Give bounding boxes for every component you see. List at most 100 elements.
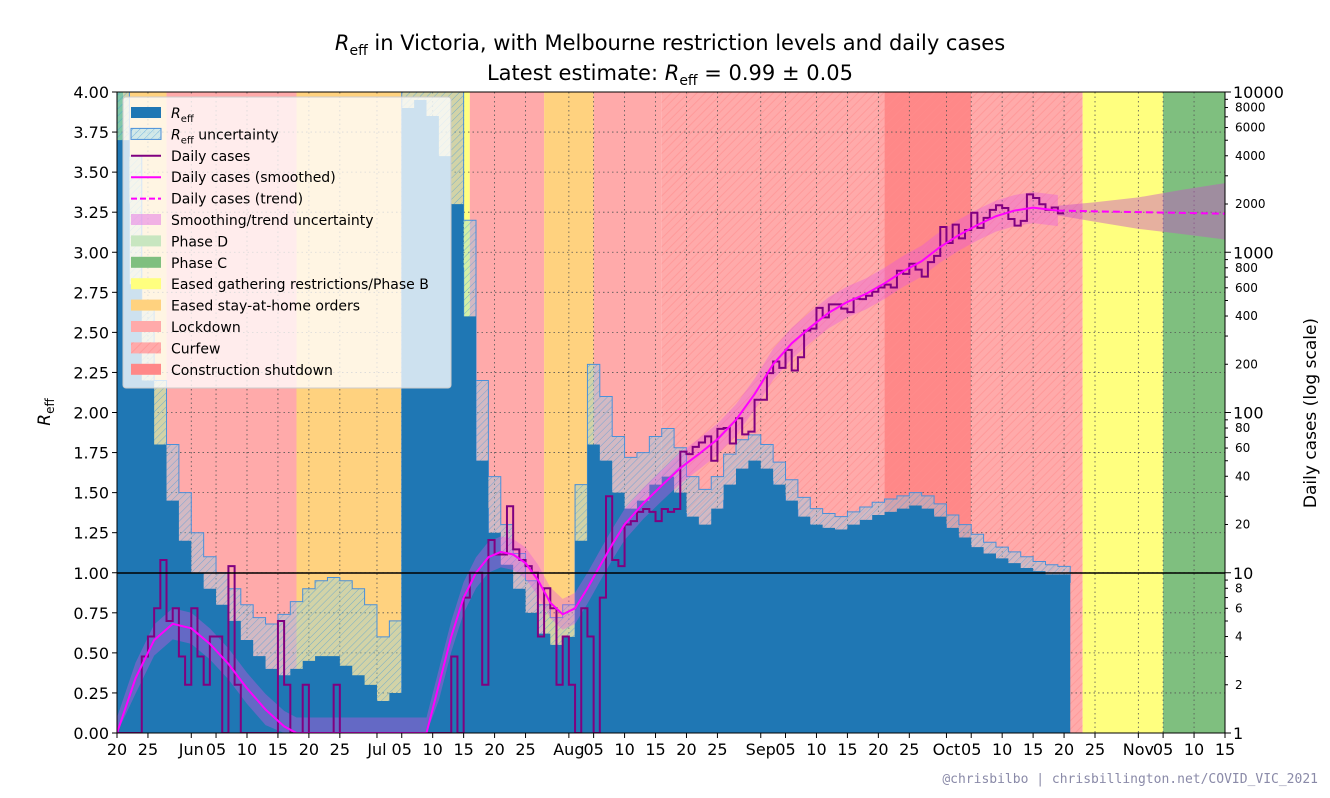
y2-minor-tick-label: 200 <box>1235 357 1258 371</box>
y2-minor-tick-label: 8000 <box>1235 101 1266 115</box>
y-tick-label: 3.00 <box>73 243 109 262</box>
y-tick-label: 0.50 <box>73 644 109 663</box>
legend-label-cases: Daily cases <box>171 149 250 165</box>
y2-minor-tick-label: 6 <box>1235 601 1243 615</box>
x-tick-label: 05 <box>1153 740 1173 759</box>
y2-tick-label: 100 <box>1233 404 1264 423</box>
y2-minor-tick-label: 20 <box>1235 518 1250 532</box>
legend-swatch-phase_d <box>131 235 161 247</box>
legend-swatch-reff-uncertainty <box>130 127 162 140</box>
y2-minor-tick-label: 600 <box>1235 281 1258 295</box>
x-tick-label: 20 <box>484 740 504 759</box>
x-tick-label: 10 <box>806 740 826 759</box>
x-tick-label: Oct <box>933 740 961 759</box>
x-tick-label: 05 <box>206 740 226 759</box>
x-tick-label: Jul <box>366 740 386 759</box>
x-tick-label: 10 <box>614 740 634 759</box>
legend-swatch-reff <box>131 107 161 118</box>
y-axis-label: Reff <box>35 398 57 426</box>
legend-swatch-eased_gathering <box>131 278 161 290</box>
legend-label-trend: Daily cases (trend) <box>171 192 303 208</box>
x-tick-label: 10 <box>992 740 1012 759</box>
legend-label-smoothed: Daily cases (smoothed) <box>171 170 336 186</box>
legend-swatch-smooth-uncertainty <box>131 214 161 225</box>
x-tick-label: 20 <box>676 740 696 759</box>
chart-subtitle: Latest estimate: Reff = 0.99 ± 0.05 <box>487 61 853 89</box>
y2-tick-label: 1000 <box>1233 243 1274 262</box>
x-tick-label: 15 <box>453 740 473 759</box>
x-tick-label: 15 <box>645 740 665 759</box>
x-tick-label: 20 <box>868 740 888 759</box>
y2-minor-tick-label: 2 <box>1235 678 1243 692</box>
x-tick-label: 25 <box>899 740 919 759</box>
legend-swatch-phase_c <box>131 256 161 268</box>
restriction-band-eased_gathering <box>1082 92 1164 733</box>
legend-label-eased_sah: Eased stay-at-home orders <box>171 299 360 315</box>
y2-minor-tick-label: 80 <box>1235 421 1250 435</box>
y2-minor-tick-label: 40 <box>1235 469 1250 483</box>
x-tick-label: 05 <box>961 740 981 759</box>
legend-swatch-curfew-hatch <box>131 342 161 354</box>
y-tick-label: 1.25 <box>73 524 109 543</box>
x-tick-label: 15 <box>1215 740 1235 759</box>
x-tick-label: Nov <box>1123 740 1154 759</box>
x-tick-label: 25 <box>1085 740 1105 759</box>
y-tick-label: 2.25 <box>73 363 109 382</box>
y-tick-label: 1.75 <box>73 444 109 463</box>
legend-label-lockdown: Lockdown <box>171 320 241 336</box>
y2-axis-label: Daily cases (log scale) <box>1301 318 1321 508</box>
x-tick-label: 10 <box>1184 740 1204 759</box>
credit-text: @chrisbilbo | chrisbillington.net/COVID_… <box>942 772 1318 787</box>
y2-tick-label: 1 <box>1233 724 1243 743</box>
x-tick-label: 10 <box>237 740 257 759</box>
x-tick-label: 25 <box>138 740 158 759</box>
y-tick-label: 2.75 <box>73 283 109 302</box>
smoothed-cases-line <box>117 206 1058 733</box>
y2-minor-tick-label: 60 <box>1235 441 1250 455</box>
x-tick-label: 05 <box>392 740 412 759</box>
x-tick-label: 10 <box>423 740 443 759</box>
y-tick-label: 2.00 <box>73 404 109 423</box>
legend-label-reff_unc: Reff uncertainty <box>171 127 279 146</box>
legend-label-curfew: Curfew <box>171 341 220 357</box>
x-tick-label: 15 <box>1023 740 1043 759</box>
x-tick-label: 15 <box>837 740 857 759</box>
x-tick-label: 05 <box>583 740 603 759</box>
legend-label-eased_gathering: Eased gathering restrictions/Phase B <box>171 277 429 293</box>
y2-tick-label: 10 <box>1233 564 1253 583</box>
x-tick-label: 20 <box>1054 740 1074 759</box>
x-tick-label: Aug <box>553 740 584 759</box>
y-tick-label: 0.75 <box>73 604 109 623</box>
y-axis: 0.00 0.25 0.50 0.75 1.00 1.25 1.50 1.75 2.00 2.25… <box>73 83 117 743</box>
y2-tick-label: 10000 <box>1233 83 1284 102</box>
y2-minor-tick-label: 8 <box>1235 581 1243 595</box>
daily-cases-line <box>117 193 1065 733</box>
legend-label-phase_d: Phase D <box>171 234 228 250</box>
y-tick-label: 3.25 <box>73 203 109 222</box>
x-tick-label: Sep <box>746 740 776 759</box>
x-tick-label: 15 <box>268 740 288 759</box>
x-tick-label: 20 <box>299 740 319 759</box>
legend-label-phase_c: Phase C <box>171 256 227 272</box>
y-tick-label: 4.00 <box>73 83 109 102</box>
y-tick-label: 1.50 <box>73 484 109 503</box>
y2-minor-tick-label: 6000 <box>1235 121 1266 135</box>
y2-minor-tick-label: 2000 <box>1235 197 1266 211</box>
reff-area <box>117 100 1071 733</box>
y2-minor-tick-label: 4000 <box>1235 149 1266 163</box>
y-tick-label: 0.25 <box>73 684 109 703</box>
y-tick-label: 2.50 <box>73 323 109 342</box>
legend-swatch-lockdown <box>131 321 161 332</box>
y-tick-label: 3.50 <box>73 163 109 182</box>
trend-cases-line <box>1057 209 1225 215</box>
legend-box <box>122 96 452 389</box>
legend: Reff Reff uncertainty Daily cases Daily cas… <box>122 96 452 389</box>
y2-minor-tick-label: 4 <box>1235 630 1243 644</box>
x-tick-label: 25 <box>707 740 727 759</box>
x-tick-label: 25 <box>330 740 350 759</box>
legend-label-reff: Reff <box>171 106 195 125</box>
x-tick-label: 05 <box>775 740 795 759</box>
y-tick-label: 0.00 <box>73 724 109 743</box>
